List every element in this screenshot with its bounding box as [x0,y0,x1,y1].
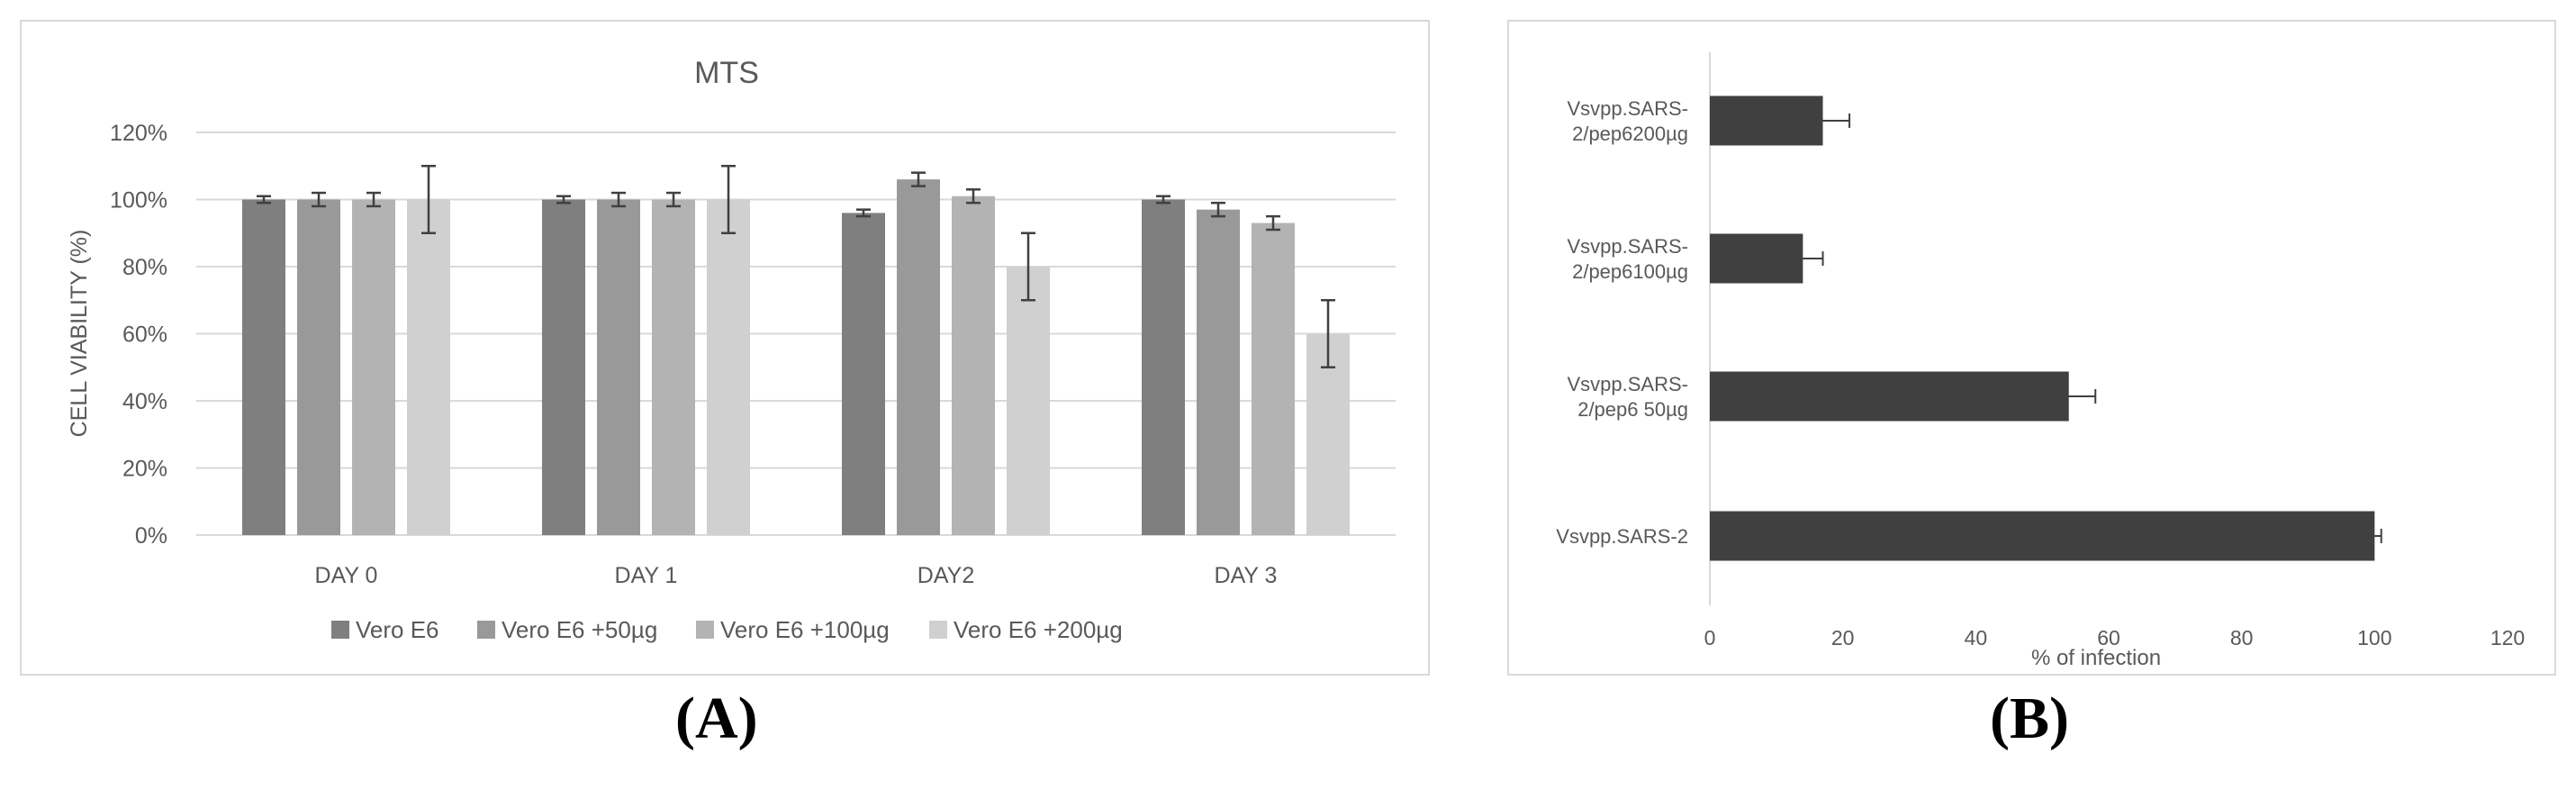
panel-b-chart-frame [1507,20,2556,676]
x-tick-label: 80 [2230,626,2254,649]
y-tick-label: 2/pep6 50µg [1577,398,1688,421]
legend-swatch [477,621,495,639]
x-tick-label: 40 [1965,626,1988,649]
y-tick-label: Vsvpp.SARS- [1568,97,1689,120]
x-tick-label: DAY 3 [1215,563,1278,588]
bar [1710,511,2375,561]
bar [352,199,395,535]
bar [297,199,340,535]
y-tick-label: Vsvpp.SARS- [1568,373,1689,395]
bar [1710,371,2069,422]
x-axis-label: % of infection [2031,646,2161,670]
bar [1252,222,1295,535]
panel-label-a: (A) [675,686,758,751]
chart-title: MTS [694,56,759,90]
bar [542,199,585,535]
bar [707,199,750,535]
legend-entry: Vero E6 +200µg [954,616,1123,643]
legend-entry: Vero E6 +100µg [720,616,890,643]
legend-entry: Vero E6 [356,616,439,643]
x-tick-label: 60 [2097,626,2120,649]
bar [842,213,885,535]
bar [952,195,995,535]
y-tick-label: Vsvpp.SARS- [1568,235,1689,258]
legend-swatch [929,621,947,639]
bar [652,199,695,535]
bar [1142,199,1185,535]
y-tick-label: 2/pep6200µg [1572,123,1688,145]
x-tick-label: DAY2 [917,563,974,588]
legend-swatch [696,621,714,639]
y-tick-label: 20% [122,457,167,482]
bar [597,199,640,535]
x-tick-label: DAY 0 [315,563,378,588]
y-tick-label: 120% [110,121,167,146]
x-tick-label: DAY 1 [615,563,678,588]
panel-label-b: (B) [1990,686,2069,751]
y-tick-label: 40% [122,389,167,414]
legend-entry: Vero E6 +50µg [502,616,657,643]
y-tick-label: 60% [122,322,167,348]
y-tick-label: 100% [110,188,167,213]
y-axis-label: CELL VIABILITY (%) [67,230,92,438]
y-tick-label: 0% [135,523,167,549]
bar [897,179,940,535]
bar [1197,209,1240,536]
y-tick-label: Vsvpp.SARS-2 [1556,525,1688,548]
bar [1007,267,1050,535]
y-tick-label: 80% [122,255,167,280]
x-tick-label: 120 [2490,626,2525,649]
legend-swatch [331,621,349,639]
x-tick-label: 0 [1704,626,1716,649]
y-tick-label: 2/pep6100µg [1572,260,1688,283]
bar [242,199,285,535]
x-tick-label: 20 [1831,626,1855,649]
bar [407,199,450,535]
x-tick-label: 100 [2357,626,2391,649]
